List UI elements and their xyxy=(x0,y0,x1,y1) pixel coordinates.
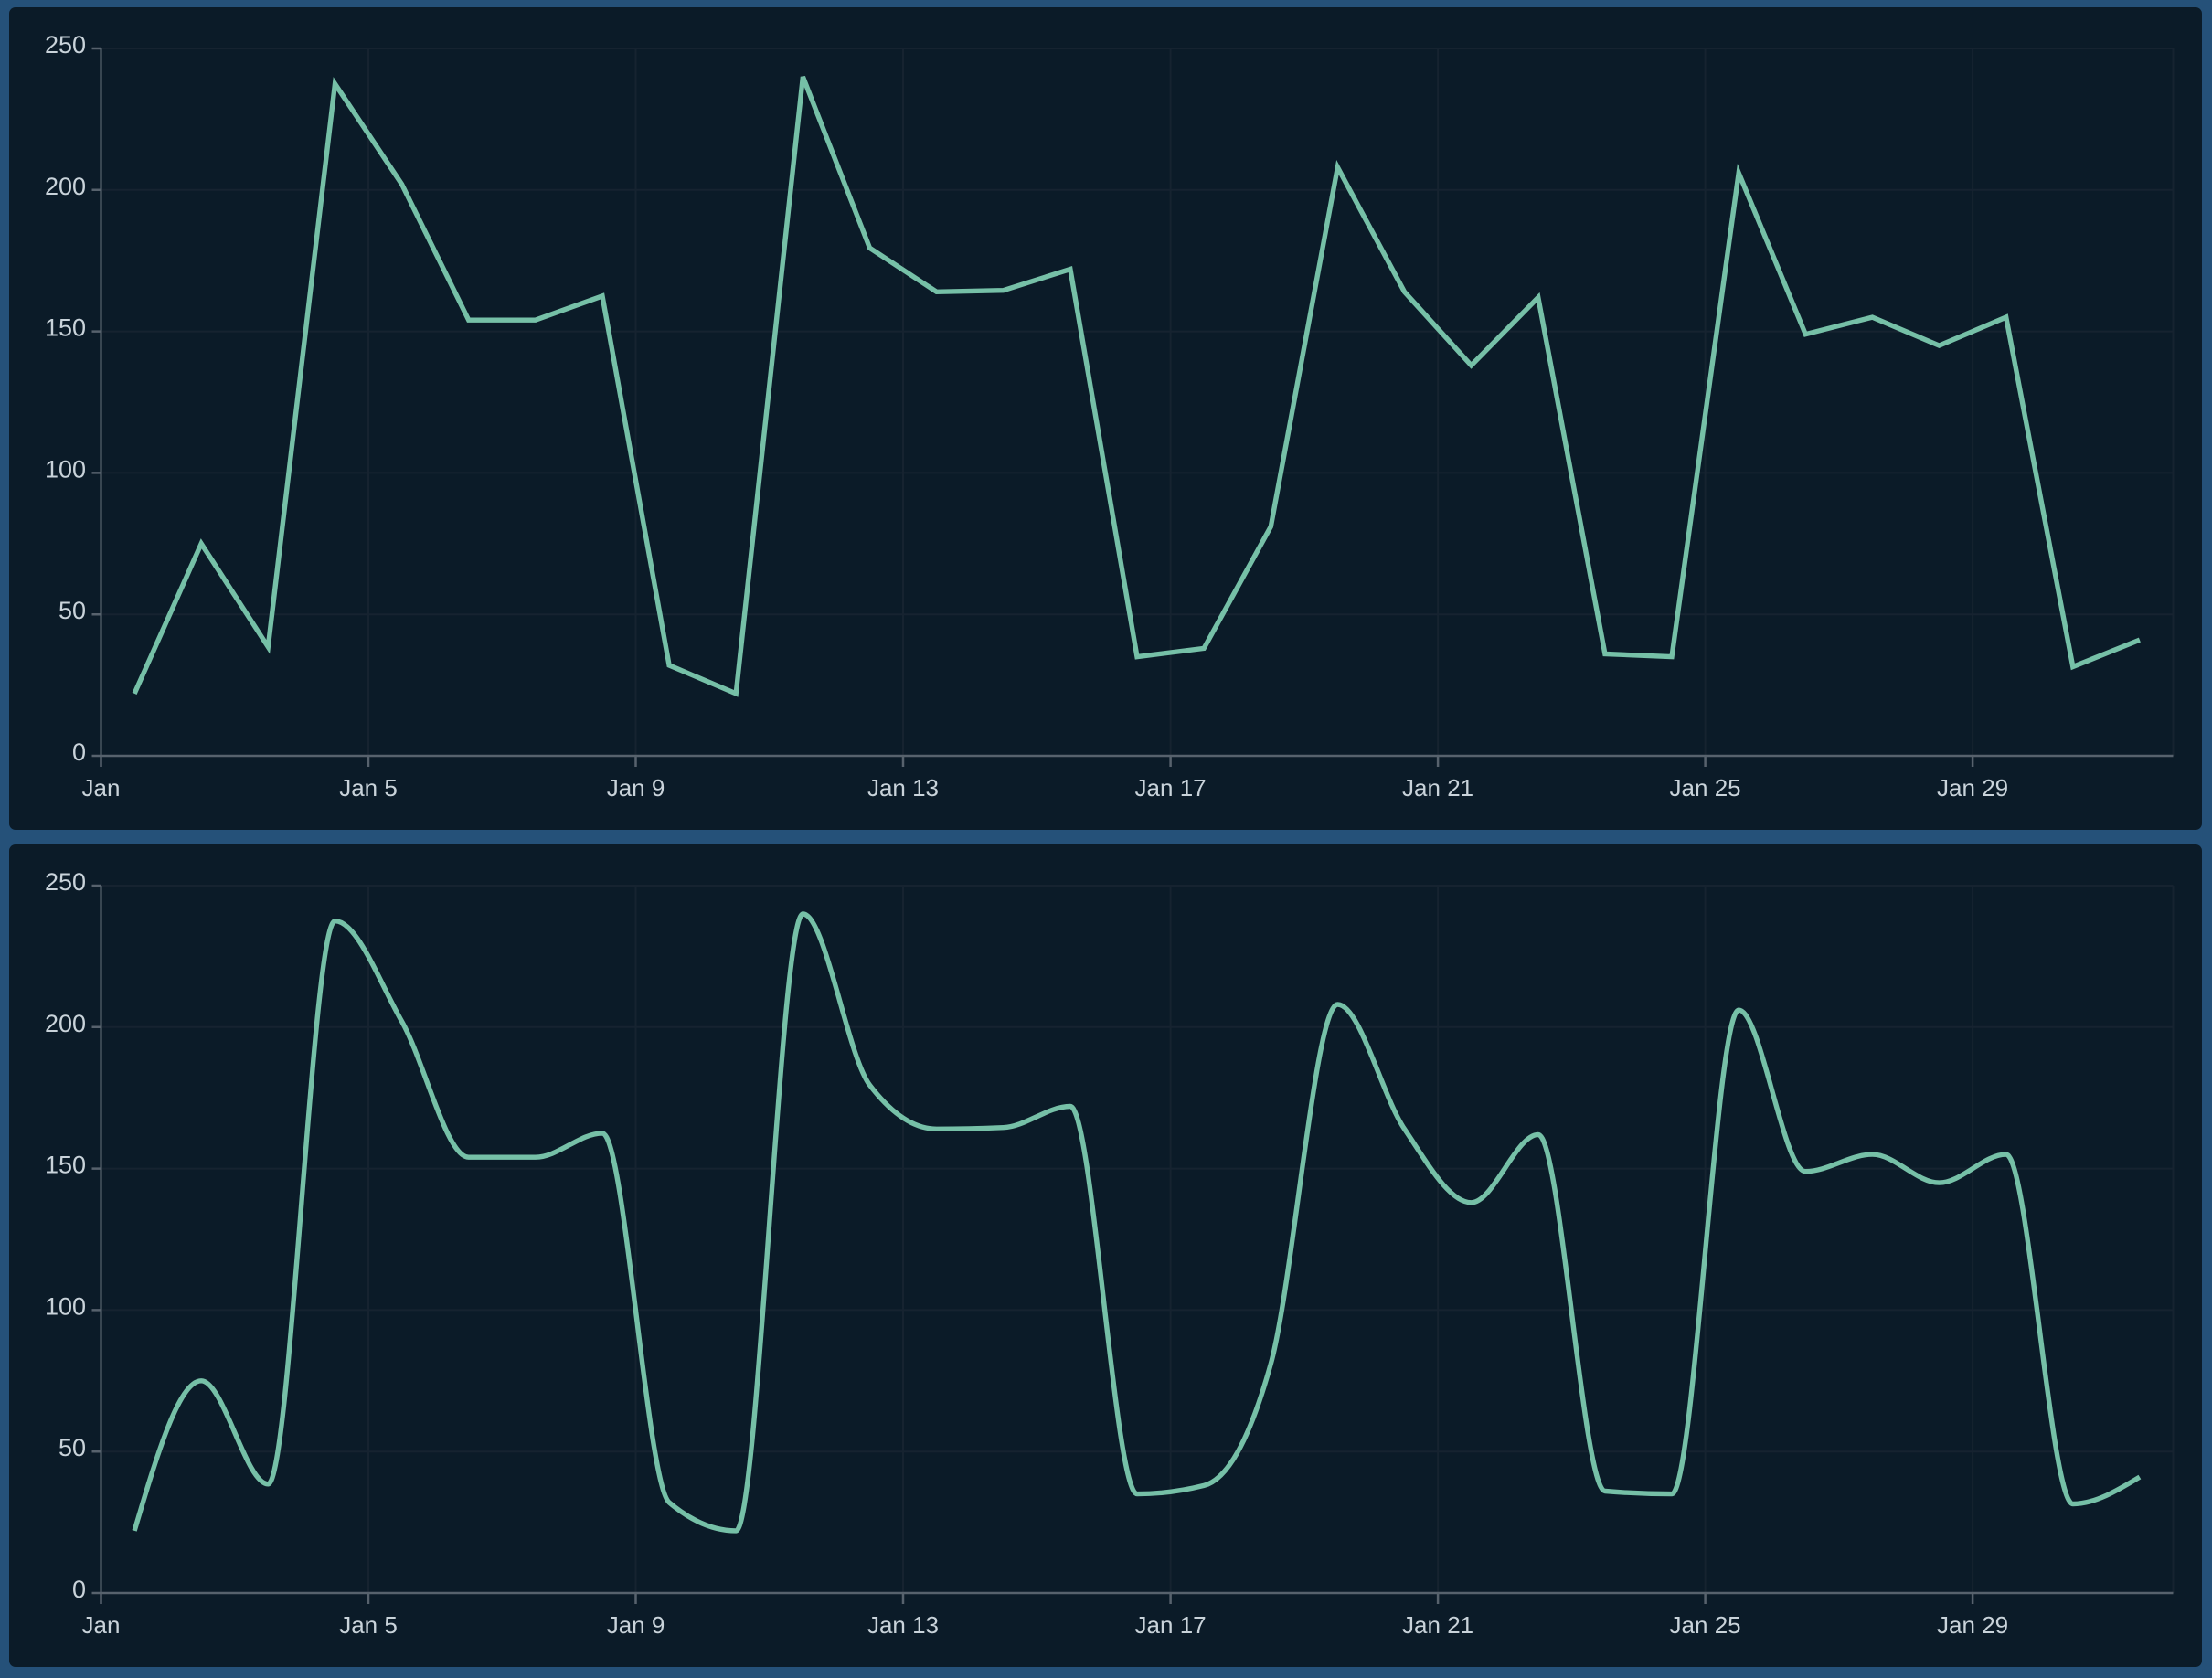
svg-text:Jan: Jan xyxy=(82,774,121,802)
svg-text:Jan 25: Jan 25 xyxy=(1670,774,1741,802)
svg-text:50: 50 xyxy=(58,597,86,624)
svg-text:250: 250 xyxy=(45,31,86,58)
svg-text:Jan: Jan xyxy=(82,1611,121,1639)
svg-text:Jan 21: Jan 21 xyxy=(1402,1611,1473,1639)
svg-text:0: 0 xyxy=(72,738,86,766)
svg-text:100: 100 xyxy=(45,1292,86,1320)
svg-text:Jan 21: Jan 21 xyxy=(1402,774,1473,802)
svg-text:Jan 29: Jan 29 xyxy=(1937,1611,2008,1639)
svg-text:200: 200 xyxy=(45,173,86,200)
svg-text:100: 100 xyxy=(45,455,86,483)
svg-text:250: 250 xyxy=(45,868,86,896)
svg-text:200: 200 xyxy=(45,1010,86,1037)
svg-text:Jan 25: Jan 25 xyxy=(1670,1611,1741,1639)
svg-text:Jan 9: Jan 9 xyxy=(607,1611,665,1639)
svg-text:Jan 17: Jan 17 xyxy=(1135,774,1207,802)
svg-text:Jan 5: Jan 5 xyxy=(339,1611,398,1639)
svg-text:Jan 9: Jan 9 xyxy=(607,774,665,802)
svg-text:Jan 13: Jan 13 xyxy=(867,1611,939,1639)
svg-text:Jan 5: Jan 5 xyxy=(339,774,398,802)
svg-text:150: 150 xyxy=(45,314,86,342)
svg-text:150: 150 xyxy=(45,1152,86,1179)
svg-text:Jan 17: Jan 17 xyxy=(1135,1611,1207,1639)
svg-text:Jan 29: Jan 29 xyxy=(1937,774,2008,802)
svg-text:50: 50 xyxy=(58,1434,86,1461)
svg-text:Jan 13: Jan 13 xyxy=(867,774,939,802)
svg-text:0: 0 xyxy=(72,1576,86,1603)
